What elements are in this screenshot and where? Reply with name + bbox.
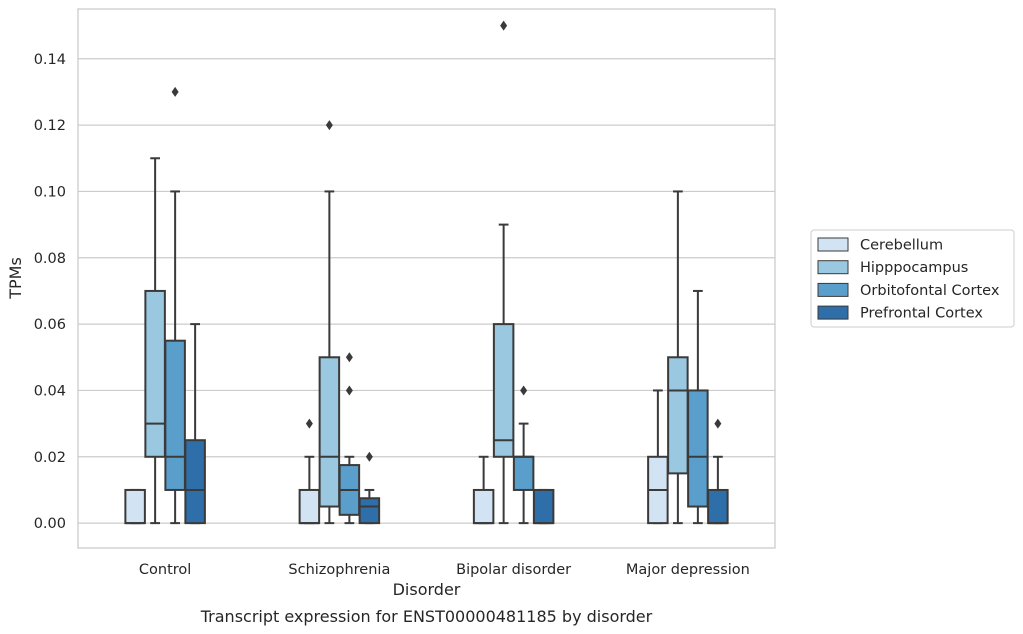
plot-frame — [77, 8, 776, 549]
outlier-point — [365, 451, 373, 462]
y-tick-label: 0.14 — [34, 52, 66, 68]
box — [532, 488, 555, 525]
x-tick-label: Major depression — [626, 562, 750, 578]
y-tick-label: 0.04 — [34, 383, 66, 399]
legend-swatch — [817, 305, 849, 320]
box — [184, 439, 206, 525]
box-group — [667, 190, 689, 525]
box-group — [492, 20, 515, 525]
y-tick-label: 0.12 — [34, 118, 66, 134]
x-tick-label: Schizophrenia — [288, 562, 390, 578]
box-group — [184, 323, 206, 525]
outlier-point — [520, 385, 528, 396]
box — [492, 323, 515, 458]
box-group — [358, 451, 381, 525]
y-tick-label: 0.08 — [34, 251, 66, 267]
box — [318, 356, 341, 508]
x-tick-labels: Control Schizophrenia Bipolar disorder Majo… — [139, 562, 750, 578]
box-group — [144, 157, 166, 525]
x-tick-label: Control — [139, 562, 191, 578]
legend-swatch — [817, 237, 849, 252]
box — [707, 488, 729, 525]
box — [687, 389, 709, 508]
box — [358, 497, 381, 525]
x-tick-label: Bipolar disorder — [456, 562, 571, 578]
box-group — [532, 488, 555, 525]
legend-swatch — [817, 282, 849, 297]
box — [512, 455, 535, 491]
box-group — [512, 385, 535, 525]
legend-label: Prefrontal Cortex — [860, 306, 983, 322]
box-group — [124, 488, 146, 525]
y-axis-label: TPMs — [6, 257, 25, 300]
y-tick-labels: 0.00 0.02 0.04 0.06 0.08 0.10 0.12 0.14 — [34, 52, 66, 532]
box — [667, 356, 689, 475]
y-tick-label: 0.02 — [34, 450, 66, 466]
outlier-point — [345, 385, 353, 396]
legend-label: Cerebellum — [860, 238, 943, 254]
y-tick-label: 0.00 — [34, 516, 66, 532]
box — [124, 488, 146, 525]
legend-frame — [810, 229, 1015, 328]
outlier-point — [305, 418, 313, 429]
legend-label: Orbitofontal Cortex — [860, 283, 1000, 299]
box — [298, 488, 321, 525]
box-group — [318, 120, 341, 525]
outlier-point — [325, 120, 333, 131]
legend-swatch — [817, 260, 849, 275]
box — [472, 488, 495, 525]
box-group — [472, 455, 495, 525]
outlier-point — [500, 20, 508, 31]
legend-label: Hipppocampus — [860, 260, 968, 276]
x-axis-label: Disorder — [393, 580, 461, 599]
outlier-point — [345, 352, 353, 363]
box-group — [164, 86, 186, 525]
box-group — [338, 352, 361, 525]
chart-caption: Transcript expression for ENST0000048118… — [200, 607, 653, 626]
box-group — [647, 389, 669, 525]
box — [144, 289, 166, 458]
outlier-point — [171, 86, 179, 97]
boxes — [124, 20, 729, 525]
legend: Cerebellum Hipppocampus Orbitofontal Corte… — [810, 229, 1015, 328]
box — [164, 339, 186, 491]
outlier-point — [714, 418, 722, 429]
box-group — [707, 418, 729, 525]
box-group — [687, 289, 709, 525]
y-tick-label: 0.10 — [34, 184, 66, 200]
box-group — [298, 418, 321, 525]
y-tick-label: 0.06 — [34, 317, 66, 333]
